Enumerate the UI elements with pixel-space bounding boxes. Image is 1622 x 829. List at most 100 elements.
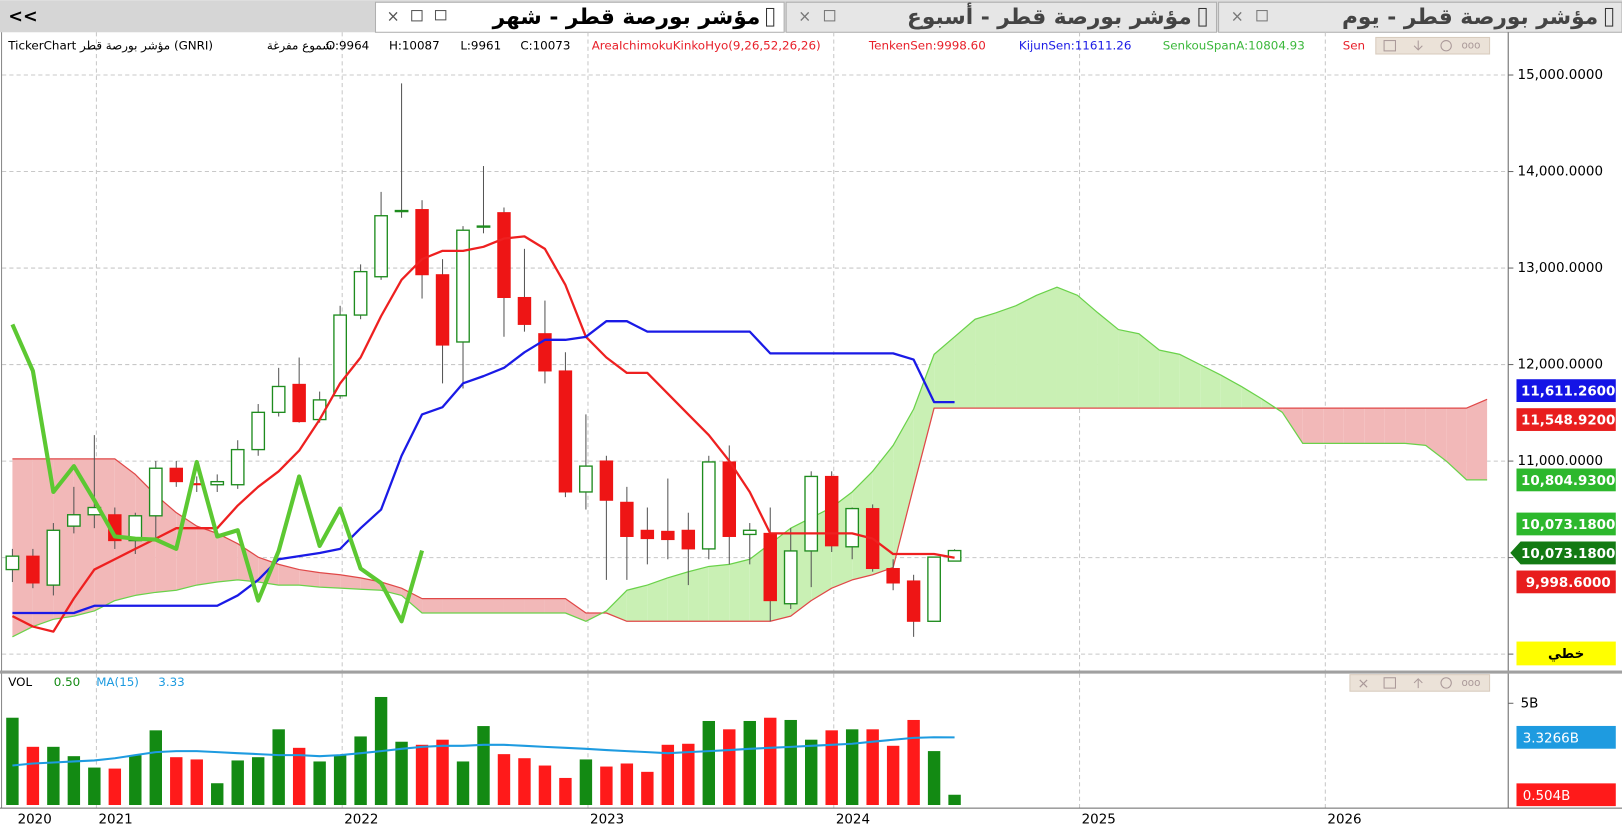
close-icon[interactable]: × [387,7,400,25]
tenkan-sen [11,235,955,633]
maximize-icon[interactable] [823,10,836,22]
volume-bar [292,747,306,806]
candle-body [271,385,286,414]
candle-body [886,567,900,584]
y-tick-label: 14,000.0000 [1518,165,1604,180]
cloud [1159,350,1180,409]
volume-bar [170,757,183,806]
close-icon[interactable]: × [798,7,811,25]
cloud [626,585,648,622]
volume-bar [784,719,797,806]
up-icon[interactable] [1413,678,1423,689]
volume-bar [6,717,19,806]
maximize-icon[interactable] [1256,10,1268,22]
cloud [1446,408,1467,480]
price-label: 11,548.9200 [1521,414,1615,429]
cloud [196,526,218,586]
candle-body [701,461,716,550]
y-tick-label: 15,000.0000 [1518,68,1604,83]
cloud [647,577,668,622]
candle-body [374,215,388,278]
candle-body [558,370,573,493]
panel-separator [0,670,1622,674]
tab-background [1218,1,1622,33]
tab[interactable]: × مؤشر بورصة قطر - شهر [374,1,785,33]
cloud [1466,399,1488,480]
candle-body [476,225,491,228]
candle-body [333,314,348,397]
candle-body [804,475,819,552]
x-tick-label: 2021 [98,812,132,827]
tab[interactable]: × مؤشر بورصة قطر - يوم [1218,1,1622,33]
volume-bar [743,720,756,806]
maximize-icon[interactable] [411,10,423,22]
window-icon[interactable] [1383,40,1396,52]
cloud [1364,408,1385,444]
tab-icon [1198,7,1207,27]
cloud [524,598,545,613]
price-label-box [1516,379,1616,402]
panel-buttons[interactable]: × ooo [1349,674,1491,692]
volume-bar [805,739,818,806]
cloud [442,598,464,613]
settings-icon[interactable] [1440,677,1452,689]
volume-bar [149,730,162,806]
cloud [954,319,976,409]
cloud [94,458,115,611]
nav-button[interactable]: << [8,7,37,27]
cloud [1405,408,1426,446]
close-icon[interactable]: × [1357,676,1369,692]
candle-body [26,555,40,584]
volume-bar [415,744,429,806]
tab[interactable]: × مؤشر بورصة قطر - أسبوع [785,1,1218,33]
volume-bar [866,729,879,806]
cloud [995,305,1017,409]
volume-bar [764,717,777,806]
panel-buttons[interactable]: ooo [1375,36,1491,55]
cloud [1077,295,1098,409]
legend-item: TickerChart مؤشر بورصة قطر (GNRI) [7,38,213,53]
candle-body [927,556,941,622]
legend-item: H:10087 [389,38,440,52]
legend: TickerChart مؤشر بورصة قطر (GNRI) شموع مف… [7,38,1365,53]
y-tick-label: 5B [1521,696,1539,711]
legend-item: TenkenSen:9998.60 [868,38,986,52]
volume-bar [825,730,838,806]
price-label: 10,073.1800 [1521,547,1615,562]
cloud [729,559,750,622]
settings-icon[interactable] [1440,40,1452,52]
tab-icon [1604,7,1614,27]
volume-bar [497,754,511,806]
volume-bar [67,756,81,806]
candle-body [742,529,757,536]
down-icon[interactable] [1413,40,1423,51]
price-label: 10,804.9300 [1521,474,1615,489]
more-icon[interactable]: ooo [1461,40,1480,52]
detach-icon[interactable] [434,10,447,21]
tab-background [785,1,1218,33]
cloud [1323,408,1344,444]
legend-item: SenkouSpanA:10804.93 [1163,38,1305,52]
volume-bar [88,767,101,806]
more-icon[interactable]: ooo [1461,677,1480,689]
cloud [463,598,484,613]
cloud [688,566,709,622]
tab-title: مؤشر بورصة قطر - شهر [492,5,761,30]
scale-mode-box[interactable] [1516,641,1616,666]
close-icon[interactable]: × [1231,7,1244,25]
candle-body [783,550,798,605]
legend-item: 0.50 [54,674,80,688]
candle-body [845,507,860,548]
scale-mode[interactable]: خطي [1548,647,1584,662]
volume-ma [12,736,955,767]
tab-title: مؤشر بورصة قطر - أسبوع [907,2,1192,30]
price-label: 11,611.2600 [1521,385,1615,400]
window-icon[interactable] [1383,677,1396,689]
cloud [1036,287,1057,409]
volume-bar [538,765,552,806]
price-label-box [1516,468,1616,492]
legend-item: AreaIchimokuKinkoHyo(9,26,52,26,26) [592,38,821,52]
x-tick-label: 2022 [344,812,378,827]
cloud [319,572,341,589]
